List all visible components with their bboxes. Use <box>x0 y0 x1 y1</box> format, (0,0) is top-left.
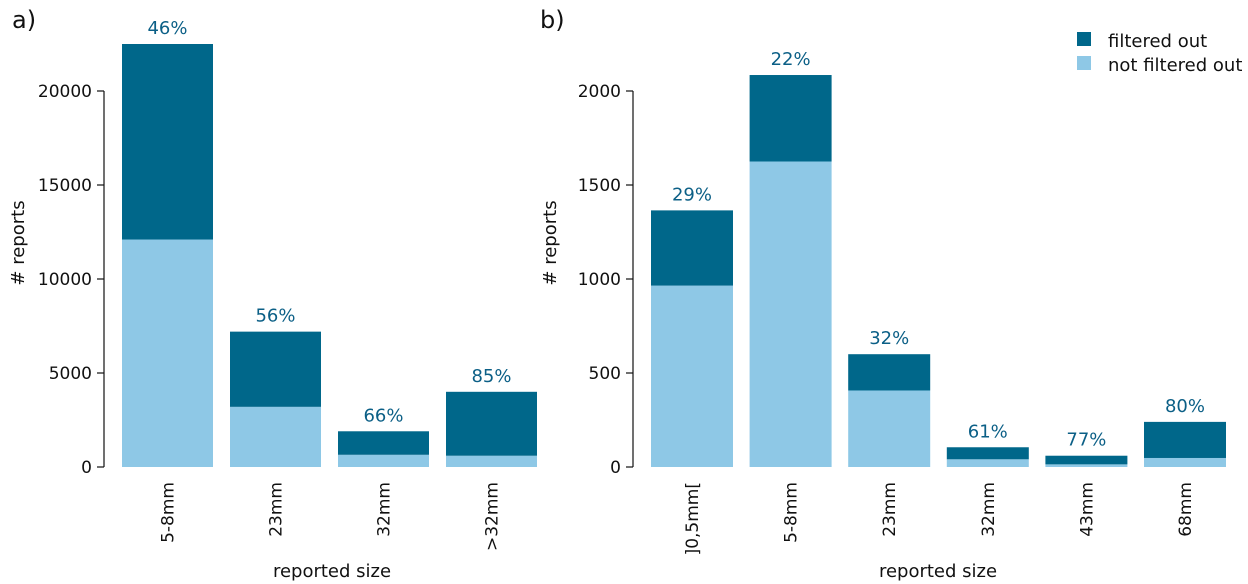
panel-b-y-axis-title: # reports <box>540 200 561 285</box>
panel-b-x-tick-label: 68mm <box>1176 482 1196 537</box>
panel-a-chart: a) 0 5000 10000 15000 20000 46% 5-8mm 56% 23mm 66… <box>8 6 537 582</box>
panel-a-bar-not-filtered <box>230 406 321 467</box>
panel-a-y-tick-label: 20000 <box>38 82 92 102</box>
panel-b-y-tick-label: 500 <box>589 364 621 384</box>
panel-a-bar-not-filtered <box>446 455 537 467</box>
panel-b-bar-not-filtered <box>749 161 832 467</box>
panel-b-x-tick-label: 32mm <box>979 482 999 537</box>
panel-b-bar-not-filtered <box>946 459 1029 467</box>
panel-a-percent-label: 85% <box>471 366 511 387</box>
panel-a-bar-filtered <box>338 431 429 455</box>
panel-a-x-tick-label: 32mm <box>375 482 395 537</box>
panel-b-chart: b) 0 500 1000 1500 2000 29% ]0,5mm[ 22% 5-8mm 32%… <box>540 6 1226 582</box>
panel-b-bar-not-filtered <box>848 390 931 467</box>
panel-b-label: b) <box>540 6 565 34</box>
panel-b-percent-label: 77% <box>1066 430 1106 451</box>
panel-b-bar-filtered <box>1045 455 1128 465</box>
panel-b-x-axis-title: reported size <box>879 561 997 582</box>
panel-a-y-tick-label: 0 <box>81 458 92 478</box>
panel-b-percent-label: 22% <box>771 49 811 70</box>
panel-b-bar-filtered <box>848 354 931 391</box>
legend: filtered out not filtered out <box>1077 31 1242 76</box>
panel-a-x-tick-label: 23mm <box>267 482 287 537</box>
panel-b-x-tick-label: 23mm <box>880 482 900 537</box>
panel-b-bar-filtered <box>749 75 832 162</box>
panel-b-y-tick-label: 0 <box>610 458 621 478</box>
panel-a-percent-label: 46% <box>147 18 187 39</box>
panel-b-bar-filtered <box>946 447 1029 460</box>
legend-label-filtered-out: filtered out <box>1108 31 1207 52</box>
panel-a-percent-label: 56% <box>255 306 295 327</box>
panel-a-x-tick-label: >32mm <box>483 482 503 551</box>
panel-a-y-tick-label: 5000 <box>49 364 92 384</box>
panel-a-y-axis-title: # reports <box>8 200 29 285</box>
legend-swatch-filtered-out <box>1077 32 1091 46</box>
panel-a-bar-filtered <box>446 391 537 456</box>
panel-a-bar-not-filtered <box>338 454 429 467</box>
panel-a-y-tick-label: 15000 <box>38 176 92 196</box>
panel-b-x-tick-label: ]0,5mm[ <box>683 482 703 555</box>
panel-b-bar-not-filtered <box>1144 457 1226 467</box>
panel-a-x-axis-title: reported size <box>273 561 391 582</box>
panel-b-x-tick-label: 43mm <box>1077 482 1097 537</box>
panel-a-y-tick-label: 10000 <box>38 270 92 290</box>
legend-label-not-filtered-out: not filtered out <box>1108 55 1242 76</box>
panel-b-percent-label: 29% <box>672 184 712 205</box>
panel-a-bar-filtered <box>230 331 321 407</box>
panel-b-percent-label: 32% <box>869 328 909 349</box>
panel-b-x-tick-label: 5-8mm <box>782 482 802 543</box>
panel-a-bar-not-filtered <box>122 239 213 467</box>
panel-b-percent-label: 61% <box>968 421 1008 442</box>
panel-b-percent-label: 80% <box>1165 396 1205 417</box>
panel-a-bar-filtered <box>122 44 213 240</box>
panel-b-y-tick-label: 1500 <box>578 176 621 196</box>
panel-b-y-tick-label: 1000 <box>578 270 621 290</box>
panel-b-bar-filtered <box>1144 421 1226 458</box>
panel-b-y-tick-label: 2000 <box>578 82 621 102</box>
panel-b-bar-not-filtered <box>1045 464 1128 467</box>
panel-b-bar-filtered <box>651 210 733 286</box>
panel-a-x-tick-label: 5-8mm <box>159 482 179 543</box>
panel-b-bar-not-filtered <box>651 285 733 467</box>
panel-a-label: a) <box>12 6 36 34</box>
legend-swatch-not-filtered-out <box>1077 56 1091 70</box>
panel-a-percent-label: 66% <box>363 405 403 426</box>
